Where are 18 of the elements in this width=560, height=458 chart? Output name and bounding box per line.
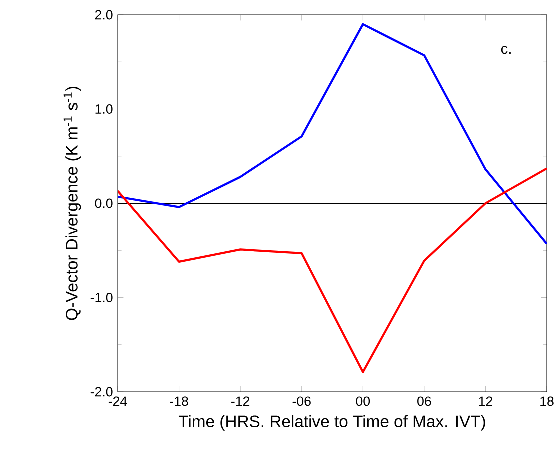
x-tick-label: -12: [232, 396, 250, 406]
x-tick-label: -24: [108, 396, 128, 406]
line-series: [118, 23, 547, 246]
x-tick-label: 06: [418, 396, 432, 406]
line-series: [118, 168, 547, 374]
y-tick-label: -2.0: [90, 387, 113, 397]
x-tick-label: -18: [170, 396, 188, 406]
x-axis-title: Time (HRS. Relative to Time of Max. IVT): [178, 415, 486, 431]
y-axis-title: Q-Vector Divergence (K m$^{-1}$ s$^{-1}$): [64, 86, 82, 320]
y-tick-label: 1.0: [96, 104, 113, 114]
x-tick-label: 18: [540, 396, 554, 406]
y-tick-label: 0.0: [95, 198, 113, 208]
y-tick-label: -1.0: [90, 293, 113, 302]
x-tick-label: 12: [479, 396, 492, 406]
annotation: c.: [501, 46, 511, 54]
x-tick-label: -06: [292, 396, 311, 406]
x-tick-label: 00: [356, 396, 370, 406]
y-tick-label: 2.0: [95, 10, 113, 20]
